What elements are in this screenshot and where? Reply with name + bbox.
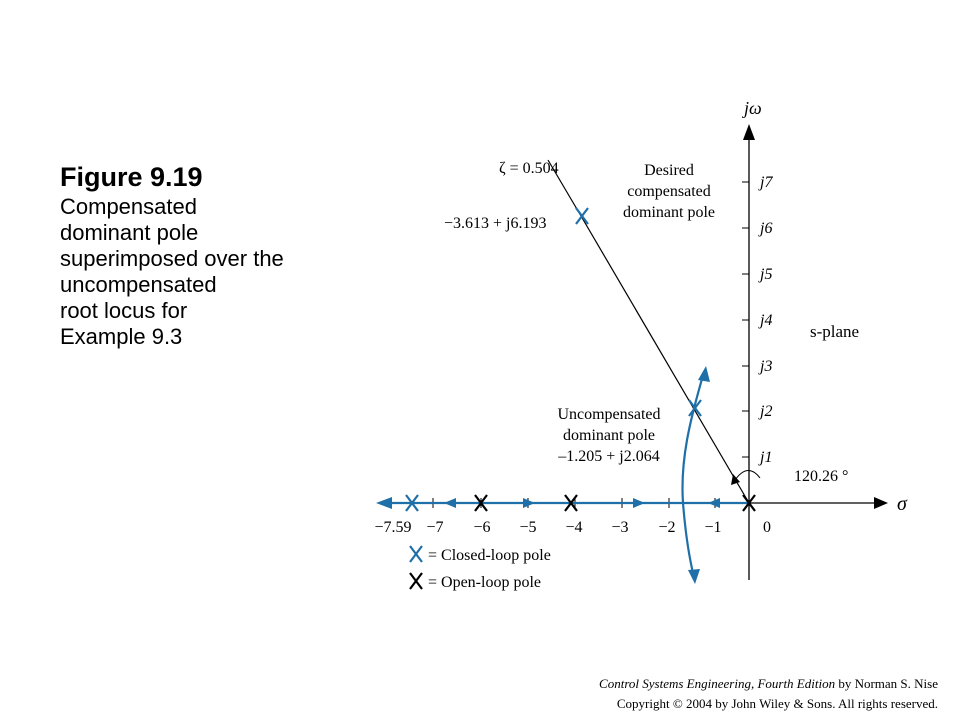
credit: Control Systems Engineering, Fourth Edit…	[599, 674, 938, 714]
caption-line: root locus for	[60, 298, 188, 323]
legend-open-loop-label: = Open-loop pole	[428, 574, 541, 591]
real-axis-arrowhead	[874, 497, 888, 509]
angle-arc-arrowhead	[731, 474, 740, 485]
caption-line: Compensated	[60, 194, 197, 219]
imaginary-axis-label: jω	[742, 98, 762, 118]
book-title: Control Systems Engineering, Fourth Edit…	[599, 676, 836, 691]
locus-arrowhead	[523, 498, 535, 508]
x-tick-label: −2	[658, 519, 675, 536]
zeta-line	[580, 215, 750, 504]
x-tick-label: −1	[704, 519, 721, 536]
figure-caption: Figure 9.19 Compensated dominant pole su…	[60, 160, 360, 350]
angle-label: 120.26 °	[794, 468, 848, 485]
y-tick-label: j2	[758, 403, 772, 420]
caption-line: dominant pole	[60, 220, 199, 245]
caption-line: Example 9.3	[60, 324, 183, 349]
locus-real-left-arrowhead	[376, 497, 392, 509]
x-tick-label: 0	[763, 519, 771, 536]
s-plane-label: s-plane	[810, 322, 859, 341]
credit-line-2: Copyright © 2004 by John Wiley & Sons. A…	[616, 696, 938, 711]
uncomp-pole-label: Uncompensated	[557, 406, 660, 423]
y-tick-label: j4	[758, 312, 772, 329]
legend-closed-loop-marker	[409, 545, 423, 563]
figure-title: Figure 9.19	[60, 162, 203, 192]
x-tick-label: −4	[565, 519, 582, 536]
locus-arrowhead	[444, 498, 456, 508]
credit-line-1: Control Systems Engineering, Fourth Edit…	[599, 674, 938, 694]
closed-loop-pole-marker	[688, 399, 702, 417]
desired-pole-label: dominant pole	[623, 204, 715, 221]
y-tick-label: j5	[758, 266, 772, 283]
legend-closed-loop-label: = Closed-loop pole	[428, 547, 551, 564]
caption-line: superimposed over the	[60, 246, 284, 271]
y-tick-label: j7	[758, 174, 773, 191]
y-tick-label: j6	[758, 220, 772, 237]
desired-pole-marker	[575, 207, 589, 225]
locus-arrowhead	[633, 498, 645, 508]
x-tick-label: −7.59	[374, 519, 411, 536]
closed-loop-pole-marker	[405, 494, 419, 512]
real-axis-label: σ	[897, 493, 908, 515]
desired-pole-label: Desired	[644, 162, 694, 179]
y-tick-label: j3	[758, 358, 772, 375]
uncomp-pole-label: –1.205 + j2.064	[557, 448, 659, 465]
legend: = Closed-loop pole = Open-loop pole	[409, 545, 551, 591]
angle-arc	[734, 470, 761, 481]
caption-line: uncompensated	[60, 272, 217, 297]
uncomp-pole-label: dominant pole	[563, 427, 655, 444]
open-loop-pole-marker	[564, 494, 578, 512]
x-tick-label: −5	[519, 519, 536, 536]
x-tick-label: −3	[611, 519, 628, 536]
open-loop-pole-marker	[742, 494, 756, 512]
zeta-label: ζ = 0.504	[499, 160, 559, 177]
y-tick-label: j1	[758, 449, 772, 466]
desired-pole-label: compensated	[627, 183, 711, 200]
open-loop-pole-marker	[474, 494, 488, 512]
x-tick-label: −7	[426, 519, 443, 536]
book-author: by Norman S. Nise	[835, 676, 938, 691]
legend-open-loop-marker	[409, 572, 423, 590]
desired-pole-value: −3.613 + j6.193	[444, 215, 547, 232]
locus-upper-arrowhead	[698, 366, 710, 382]
zeta-line-extension	[547, 159, 582, 217]
imaginary-axis-arrowhead	[743, 124, 755, 140]
x-tick-label: −6	[473, 519, 490, 536]
locus-complex-branch	[681, 371, 706, 579]
y-tick-marks	[742, 181, 749, 458]
locus-lower-arrowhead	[688, 569, 700, 584]
locus-arrowhead	[708, 498, 720, 508]
